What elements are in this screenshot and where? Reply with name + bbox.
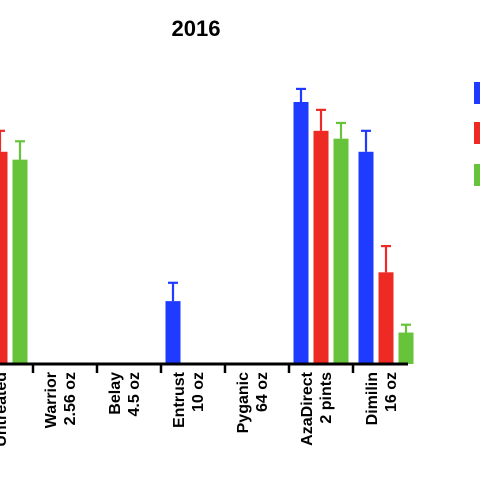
x-tick-label: Pyganic [235, 372, 252, 433]
bar [333, 138, 349, 364]
x-tick-label: 10 oz [190, 372, 207, 412]
bar [293, 102, 309, 364]
chart-title: 2016 [172, 16, 221, 41]
x-tick-label: Entrust [171, 371, 188, 428]
x-tick-label: 2 pints [318, 372, 335, 424]
x-tick-label: Dimilin [364, 372, 381, 425]
legend-swatch [474, 122, 480, 144]
bar [313, 130, 329, 364]
x-tick-label: Untreated [0, 372, 10, 447]
x-tick-label: Warrior [43, 372, 60, 428]
bar [358, 151, 374, 364]
x-tick-label: 16 oz [383, 372, 400, 412]
x-tick-label: AzaDirect [299, 371, 316, 445]
bar [398, 332, 414, 364]
legend-swatch [474, 82, 480, 104]
bar [378, 272, 394, 364]
bar [0, 151, 8, 364]
legend-swatch [474, 164, 480, 186]
x-axis: Untreated Warrior 2.56 oz Belay 4.5 oz Entrus… [0, 362, 408, 447]
bar [12, 159, 28, 364]
x-tick-label: 4.5 oz [126, 372, 143, 416]
bars-layer [0, 87, 414, 364]
x-tick-label: 2.56 oz [62, 372, 79, 425]
x-tick-label: Belay [107, 372, 124, 415]
x-tick-label: 64 oz [254, 372, 271, 412]
legend [474, 82, 480, 186]
bar [165, 301, 181, 364]
